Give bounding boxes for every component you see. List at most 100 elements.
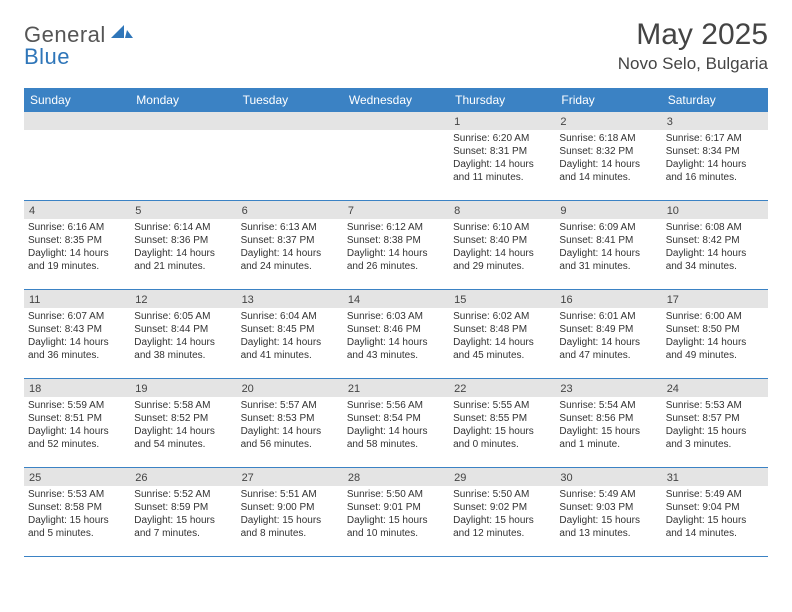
week-row: 25Sunrise: 5:53 AMSunset: 8:58 PMDayligh… xyxy=(24,468,768,557)
daylight-text: Daylight: 14 hours and 26 minutes. xyxy=(347,247,445,273)
sunrise-text: Sunrise: 6:03 AM xyxy=(347,310,445,323)
day-cell: 4Sunrise: 6:16 AMSunset: 8:35 PMDaylight… xyxy=(24,201,130,289)
day-cell: 12Sunrise: 6:05 AMSunset: 8:44 PMDayligh… xyxy=(130,290,236,378)
day-cell xyxy=(130,112,236,200)
week-row: 18Sunrise: 5:59 AMSunset: 8:51 PMDayligh… xyxy=(24,379,768,468)
day-content: Sunrise: 5:49 AMSunset: 9:04 PMDaylight:… xyxy=(662,486,768,544)
day-content: Sunrise: 6:07 AMSunset: 8:43 PMDaylight:… xyxy=(24,308,130,366)
sunrise-text: Sunrise: 6:10 AM xyxy=(453,221,551,234)
day-number: 2 xyxy=(555,112,661,130)
day-number xyxy=(343,112,449,130)
day-content: Sunrise: 6:01 AMSunset: 8:49 PMDaylight:… xyxy=(555,308,661,366)
day-cell: 25Sunrise: 5:53 AMSunset: 8:58 PMDayligh… xyxy=(24,468,130,556)
page-title: May 2025 xyxy=(618,18,768,52)
weekday-header: Tuesday xyxy=(237,88,343,112)
daylight-text: Daylight: 14 hours and 24 minutes. xyxy=(241,247,339,273)
daylight-text: Daylight: 15 hours and 1 minute. xyxy=(559,425,657,451)
sunset-text: Sunset: 8:42 PM xyxy=(666,234,764,247)
sunset-text: Sunset: 8:46 PM xyxy=(347,323,445,336)
sunset-text: Sunset: 8:43 PM xyxy=(28,323,126,336)
daylight-text: Daylight: 14 hours and 36 minutes. xyxy=(28,336,126,362)
day-content: Sunrise: 6:05 AMSunset: 8:44 PMDaylight:… xyxy=(130,308,236,366)
sunrise-text: Sunrise: 6:12 AM xyxy=(347,221,445,234)
day-number: 9 xyxy=(555,201,661,219)
day-cell: 13Sunrise: 6:04 AMSunset: 8:45 PMDayligh… xyxy=(237,290,343,378)
sunset-text: Sunset: 8:59 PM xyxy=(134,501,232,514)
day-content: Sunrise: 5:55 AMSunset: 8:55 PMDaylight:… xyxy=(449,397,555,455)
day-number: 28 xyxy=(343,468,449,486)
day-cell: 16Sunrise: 6:01 AMSunset: 8:49 PMDayligh… xyxy=(555,290,661,378)
daylight-text: Daylight: 14 hours and 52 minutes. xyxy=(28,425,126,451)
day-cell: 31Sunrise: 5:49 AMSunset: 9:04 PMDayligh… xyxy=(662,468,768,556)
day-number: 29 xyxy=(449,468,555,486)
day-cell: 2Sunrise: 6:18 AMSunset: 8:32 PMDaylight… xyxy=(555,112,661,200)
day-number: 6 xyxy=(237,201,343,219)
sunset-text: Sunset: 8:58 PM xyxy=(28,501,126,514)
sunrise-text: Sunrise: 6:07 AM xyxy=(28,310,126,323)
day-content: Sunrise: 6:09 AMSunset: 8:41 PMDaylight:… xyxy=(555,219,661,277)
daylight-text: Daylight: 14 hours and 29 minutes. xyxy=(453,247,551,273)
day-number: 3 xyxy=(662,112,768,130)
day-cell: 17Sunrise: 6:00 AMSunset: 8:50 PMDayligh… xyxy=(662,290,768,378)
sunrise-text: Sunrise: 6:18 AM xyxy=(559,132,657,145)
logo-text-blue: Blue xyxy=(24,44,70,69)
daylight-text: Daylight: 14 hours and 54 minutes. xyxy=(134,425,232,451)
day-number: 12 xyxy=(130,290,236,308)
sunrise-text: Sunrise: 5:55 AM xyxy=(453,399,551,412)
sunrise-text: Sunrise: 5:53 AM xyxy=(28,488,126,501)
day-cell: 6Sunrise: 6:13 AMSunset: 8:37 PMDaylight… xyxy=(237,201,343,289)
day-number: 15 xyxy=(449,290,555,308)
sunset-text: Sunset: 8:44 PM xyxy=(134,323,232,336)
day-content: Sunrise: 6:08 AMSunset: 8:42 PMDaylight:… xyxy=(662,219,768,277)
sunset-text: Sunset: 8:38 PM xyxy=(347,234,445,247)
day-content: Sunrise: 6:16 AMSunset: 8:35 PMDaylight:… xyxy=(24,219,130,277)
weekday-header: Monday xyxy=(130,88,236,112)
daylight-text: Daylight: 15 hours and 10 minutes. xyxy=(347,514,445,540)
location-label: Novo Selo, Bulgaria xyxy=(618,54,768,74)
daylight-text: Daylight: 14 hours and 56 minutes. xyxy=(241,425,339,451)
day-cell xyxy=(237,112,343,200)
sunset-text: Sunset: 8:31 PM xyxy=(453,145,551,158)
logo-blue-wrap: Blue xyxy=(24,44,70,70)
day-content: Sunrise: 6:02 AMSunset: 8:48 PMDaylight:… xyxy=(449,308,555,366)
weeks-container: 1Sunrise: 6:20 AMSunset: 8:31 PMDaylight… xyxy=(24,112,768,557)
day-number: 27 xyxy=(237,468,343,486)
sunset-text: Sunset: 8:49 PM xyxy=(559,323,657,336)
day-cell: 11Sunrise: 6:07 AMSunset: 8:43 PMDayligh… xyxy=(24,290,130,378)
daylight-text: Daylight: 15 hours and 13 minutes. xyxy=(559,514,657,540)
sunrise-text: Sunrise: 5:50 AM xyxy=(347,488,445,501)
day-number: 11 xyxy=(24,290,130,308)
day-number: 18 xyxy=(24,379,130,397)
sunrise-text: Sunrise: 6:09 AM xyxy=(559,221,657,234)
day-content: Sunrise: 5:56 AMSunset: 8:54 PMDaylight:… xyxy=(343,397,449,455)
sunrise-text: Sunrise: 5:59 AM xyxy=(28,399,126,412)
sunset-text: Sunset: 8:51 PM xyxy=(28,412,126,425)
sunrise-text: Sunrise: 5:52 AM xyxy=(134,488,232,501)
day-content: Sunrise: 5:54 AMSunset: 8:56 PMDaylight:… xyxy=(555,397,661,455)
day-cell: 30Sunrise: 5:49 AMSunset: 9:03 PMDayligh… xyxy=(555,468,661,556)
day-number: 26 xyxy=(130,468,236,486)
daylight-text: Daylight: 14 hours and 16 minutes. xyxy=(666,158,764,184)
sunrise-text: Sunrise: 6:04 AM xyxy=(241,310,339,323)
daylight-text: Daylight: 15 hours and 3 minutes. xyxy=(666,425,764,451)
day-number xyxy=(237,112,343,130)
sunset-text: Sunset: 8:53 PM xyxy=(241,412,339,425)
sunset-text: Sunset: 8:48 PM xyxy=(453,323,551,336)
sunrise-text: Sunrise: 6:08 AM xyxy=(666,221,764,234)
day-cell: 27Sunrise: 5:51 AMSunset: 9:00 PMDayligh… xyxy=(237,468,343,556)
sunset-text: Sunset: 8:45 PM xyxy=(241,323,339,336)
daylight-text: Daylight: 15 hours and 14 minutes. xyxy=(666,514,764,540)
day-content: Sunrise: 5:52 AMSunset: 8:59 PMDaylight:… xyxy=(130,486,236,544)
day-cell: 9Sunrise: 6:09 AMSunset: 8:41 PMDaylight… xyxy=(555,201,661,289)
day-content: Sunrise: 5:59 AMSunset: 8:51 PMDaylight:… xyxy=(24,397,130,455)
title-block: May 2025 Novo Selo, Bulgaria xyxy=(618,18,768,74)
day-cell: 3Sunrise: 6:17 AMSunset: 8:34 PMDaylight… xyxy=(662,112,768,200)
sunrise-text: Sunrise: 5:56 AM xyxy=(347,399,445,412)
day-content: Sunrise: 5:50 AMSunset: 9:01 PMDaylight:… xyxy=(343,486,449,544)
calendar: Sunday Monday Tuesday Wednesday Thursday… xyxy=(24,88,768,557)
day-cell: 18Sunrise: 5:59 AMSunset: 8:51 PMDayligh… xyxy=(24,379,130,467)
sunset-text: Sunset: 9:04 PM xyxy=(666,501,764,514)
sunset-text: Sunset: 8:52 PM xyxy=(134,412,232,425)
day-content xyxy=(237,130,343,136)
day-cell: 28Sunrise: 5:50 AMSunset: 9:01 PMDayligh… xyxy=(343,468,449,556)
